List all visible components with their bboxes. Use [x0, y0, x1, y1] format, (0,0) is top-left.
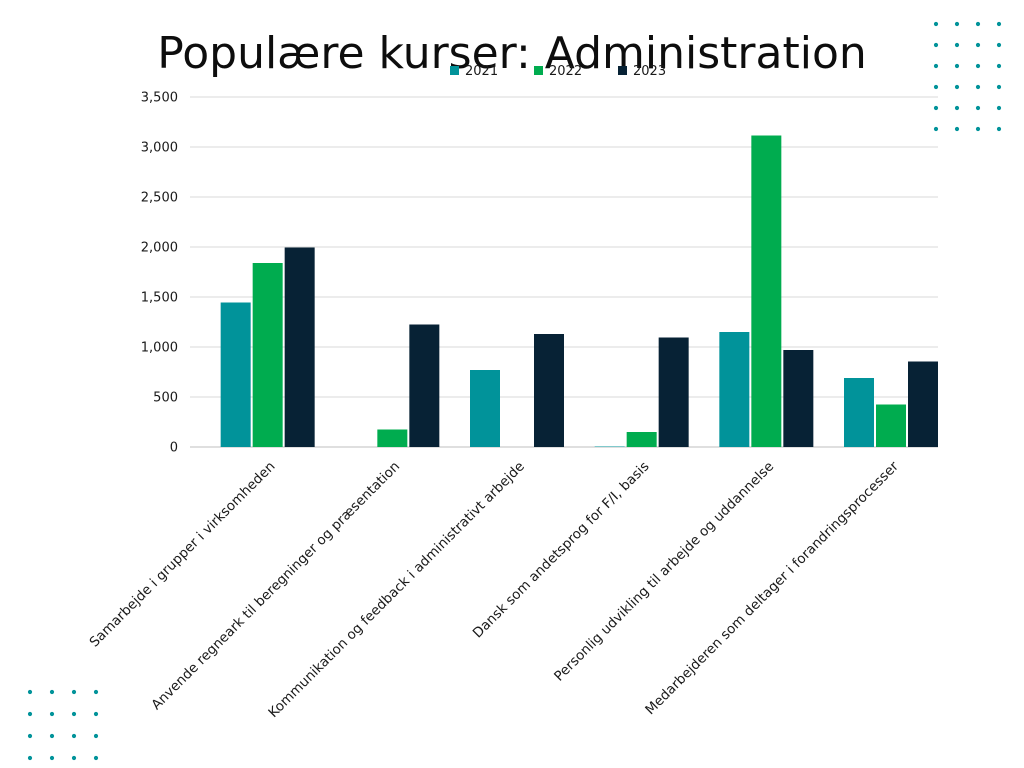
decor-dot	[975, 42, 981, 48]
decor-dot	[71, 689, 77, 695]
y-tick-label: 2,500	[141, 191, 178, 206]
legend-label: 2021	[465, 64, 498, 79]
y-tick-label: 1,000	[141, 341, 178, 356]
decor-dot	[933, 42, 939, 48]
decor-dot	[93, 755, 99, 761]
decor-dot	[996, 63, 1002, 69]
decor-dot	[71, 711, 77, 717]
y-tick-label: 3,000	[141, 141, 178, 156]
bar	[876, 404, 906, 447]
bar	[658, 337, 689, 447]
y-axis: 0 500 1,000 1,500 2,000 2,500 3,000 3,500	[141, 91, 178, 456]
decor-dot	[71, 755, 77, 761]
bar	[626, 432, 657, 447]
bars	[220, 135, 938, 447]
x-tick-label: Anvende regneark til beregninger og præs…	[148, 459, 403, 714]
decor-dot	[93, 711, 99, 717]
bar	[409, 324, 440, 447]
legend-label: 2023	[633, 64, 666, 79]
decor-dot	[27, 711, 33, 717]
decor-dot	[93, 689, 99, 695]
x-tick-label: Medarbejderen som deltager i forandrings…	[642, 458, 902, 718]
legend-label: 2022	[549, 64, 582, 79]
bar	[252, 263, 283, 447]
decor-dot	[996, 21, 1002, 27]
decor-dot	[996, 84, 1002, 90]
y-tick-label: 1,500	[141, 291, 178, 306]
legend: 2021 2022 2023	[450, 64, 666, 79]
x-tick-label: Kommunikation og feedback i administrati…	[265, 459, 527, 721]
decor-dot	[996, 42, 1002, 48]
decor-dot	[933, 105, 939, 111]
y-tick-label: 3,500	[141, 91, 178, 106]
decor-dot	[49, 711, 55, 717]
decor-dot	[49, 689, 55, 695]
decor-dot	[975, 21, 981, 27]
decor-dot	[954, 126, 960, 132]
dot-grid-icon-top-right	[933, 21, 1002, 132]
decor-dot	[954, 105, 960, 111]
decor-dot	[996, 126, 1002, 132]
bar	[220, 302, 251, 447]
bar	[719, 332, 750, 447]
decor-dot	[954, 63, 960, 69]
decor-dot	[27, 689, 33, 695]
y-tick-label: 2,000	[141, 241, 178, 256]
bar	[470, 370, 500, 447]
y-tick-label: 500	[153, 391, 178, 406]
bar	[594, 446, 625, 447]
decor-dot	[27, 755, 33, 761]
bar	[783, 350, 814, 447]
bar	[377, 429, 408, 447]
decor-dot	[975, 105, 981, 111]
decor-dot	[996, 105, 1002, 111]
decor-dot	[975, 126, 981, 132]
x-axis: Samarbejde i grupper i virksomhedenAnven…	[87, 458, 903, 721]
decor-dot	[49, 733, 55, 739]
bar	[751, 135, 782, 447]
legend-swatch	[450, 66, 459, 75]
decor-dot	[71, 733, 77, 739]
bar	[844, 378, 874, 447]
decor-dot	[933, 84, 939, 90]
x-tick-label: Personlig udvikling til arbejde og uddan…	[551, 459, 777, 685]
decor-dot	[975, 84, 981, 90]
bar	[534, 334, 564, 447]
decor-dot	[954, 42, 960, 48]
decor-dot	[954, 21, 960, 27]
decor-dot	[975, 63, 981, 69]
decor-dot	[954, 84, 960, 90]
decor-dot	[93, 733, 99, 739]
bar	[284, 247, 315, 447]
decor-dot	[933, 21, 939, 27]
chart-title: Populære kurser: Administration	[157, 28, 867, 79]
legend-swatch	[534, 66, 543, 75]
dot-grid-icon-bottom-left	[27, 689, 99, 761]
y-tick-label: 0	[170, 441, 178, 456]
decor-dot	[27, 733, 33, 739]
decor-dot	[933, 63, 939, 69]
decor-dot	[933, 126, 939, 132]
legend-swatch	[618, 66, 627, 75]
bar	[908, 361, 938, 447]
decor-dot	[49, 755, 55, 761]
